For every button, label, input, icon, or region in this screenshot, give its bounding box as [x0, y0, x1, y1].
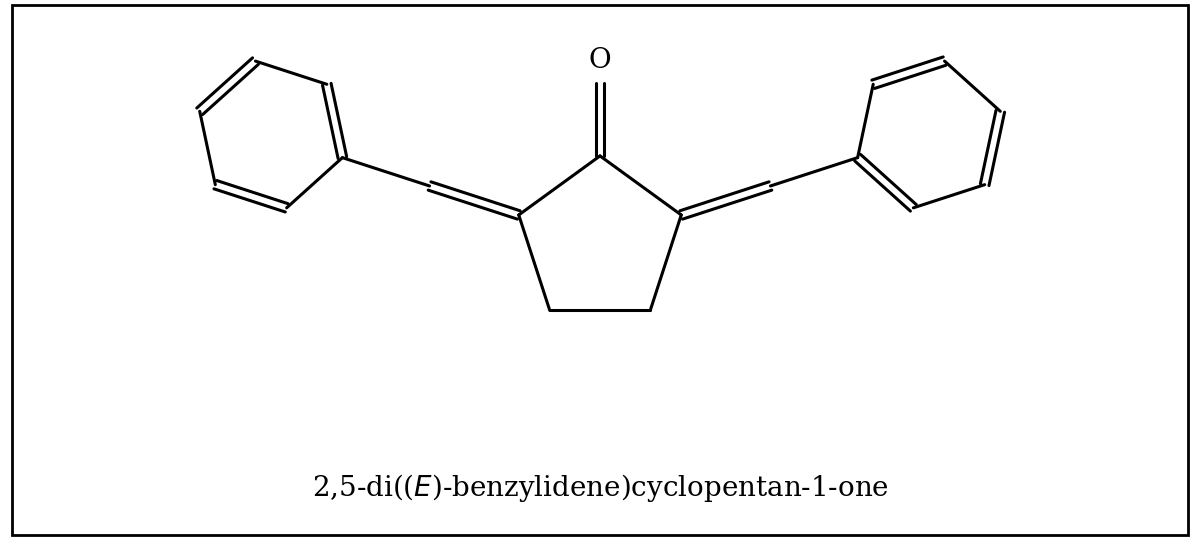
Text: 2,5-di(($\mathit{E}$)-benzylidene)cyclopentan-1-one: 2,5-di(($\mathit{E}$)-benzylidene)cyclop… — [312, 472, 888, 504]
Text: O: O — [589, 46, 611, 73]
